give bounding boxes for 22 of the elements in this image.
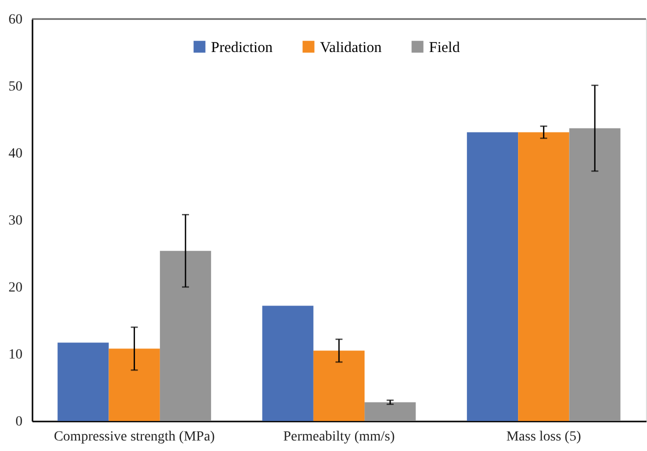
bar — [569, 128, 620, 421]
bar — [313, 350, 365, 421]
bar — [262, 306, 314, 421]
y-tick-label: 40 — [8, 146, 22, 162]
bar — [108, 348, 160, 421]
y-tick-label: 50 — [8, 80, 22, 94]
x-tick-label: Mass loss (5) — [506, 430, 582, 444]
x-tick-label: Compressive strength (MPa) — [54, 430, 216, 444]
bar — [58, 342, 109, 421]
bar — [518, 132, 570, 421]
x-tick-label: Permeabilty (mm/s) — [283, 430, 396, 444]
y-tick-label: 0 — [16, 414, 22, 430]
y-tick-label: 10 — [8, 348, 22, 362]
y-tick-label: 30 — [8, 214, 22, 228]
bar — [466, 132, 518, 421]
y-tick-label: 20 — [8, 280, 22, 296]
legend-label: Validation — [320, 40, 382, 56]
legend-label: Prediction — [211, 40, 274, 56]
bar — [160, 250, 212, 421]
legend-label: Field — [429, 40, 460, 56]
bar — [364, 402, 416, 421]
y-tick-label: 60 — [8, 12, 22, 28]
